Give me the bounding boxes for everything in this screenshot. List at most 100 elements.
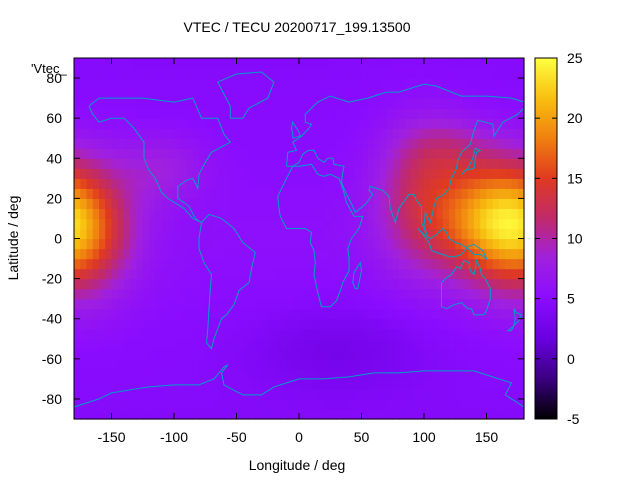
heatmap-cell bbox=[417, 398, 425, 410]
heatmap-cell bbox=[274, 58, 281, 69]
heatmap-cell bbox=[80, 158, 88, 169]
heatmap-cell bbox=[392, 128, 400, 139]
heatmap-cell bbox=[430, 408, 438, 420]
colorbar-tick-label: -5 bbox=[567, 411, 580, 427]
heatmap-cell bbox=[205, 378, 213, 390]
heatmap-cell bbox=[411, 278, 419, 290]
heatmap-cell bbox=[311, 118, 319, 129]
heatmap-cell bbox=[236, 58, 244, 69]
heatmap-cell bbox=[180, 98, 188, 109]
heatmap-cell bbox=[205, 108, 213, 119]
heatmap-cell bbox=[361, 68, 369, 79]
heatmap-cell bbox=[192, 208, 200, 220]
heatmap-cell bbox=[130, 278, 138, 290]
heatmap-cell bbox=[105, 228, 113, 240]
heatmap-cell bbox=[317, 128, 325, 139]
heatmap-cell bbox=[411, 308, 419, 320]
heatmap-cell bbox=[136, 208, 144, 220]
heatmap-cell bbox=[517, 338, 525, 350]
heatmap-cell bbox=[174, 398, 181, 410]
heatmap-cell bbox=[467, 178, 475, 189]
heatmap-cell bbox=[317, 318, 325, 330]
heatmap-cell bbox=[355, 318, 363, 330]
heatmap-cell bbox=[92, 388, 100, 400]
heatmap-cell bbox=[430, 298, 438, 310]
heatmap-cell bbox=[211, 388, 219, 400]
heatmap-cell bbox=[280, 138, 288, 149]
heatmap-cell bbox=[155, 358, 163, 370]
heatmap-cell bbox=[324, 268, 331, 280]
heatmap-cell bbox=[211, 148, 219, 159]
heatmap-cell bbox=[361, 198, 369, 210]
heatmap-cell bbox=[336, 108, 344, 119]
heatmap-cell bbox=[505, 158, 513, 169]
heatmap-cell bbox=[74, 118, 81, 129]
heatmap-cell bbox=[80, 298, 88, 310]
heatmap-cell bbox=[205, 278, 213, 290]
heatmap-cell bbox=[424, 268, 431, 280]
heatmap-cell bbox=[155, 218, 163, 230]
heatmap-cell bbox=[86, 408, 94, 420]
vtec-heatmap bbox=[74, 58, 525, 420]
heatmap-cell bbox=[330, 68, 338, 79]
heatmap-cell bbox=[261, 168, 269, 179]
heatmap-cell bbox=[305, 348, 313, 360]
heatmap-cell bbox=[430, 358, 438, 370]
heatmap-cell bbox=[274, 208, 281, 220]
heatmap-cell bbox=[386, 168, 394, 179]
heatmap-cell bbox=[230, 218, 238, 230]
heatmap-cell bbox=[192, 278, 200, 290]
heatmap-cell bbox=[355, 298, 363, 310]
heatmap-cell bbox=[111, 368, 119, 380]
heatmap-cell bbox=[224, 258, 231, 270]
heatmap-cell bbox=[149, 258, 156, 270]
heatmap-cell bbox=[505, 378, 513, 390]
heatmap-cell bbox=[186, 158, 194, 169]
heatmap-cell bbox=[105, 368, 113, 380]
heatmap-cell bbox=[424, 398, 431, 410]
heatmap-cell bbox=[330, 218, 338, 230]
heatmap-cell bbox=[480, 188, 488, 199]
heatmap-cell bbox=[336, 278, 344, 290]
heatmap-cell bbox=[242, 138, 250, 149]
heatmap-cell bbox=[111, 318, 119, 330]
heatmap-cell bbox=[205, 358, 213, 370]
heatmap-cell bbox=[324, 308, 331, 320]
heatmap-cell bbox=[80, 258, 88, 270]
heatmap-cell bbox=[499, 268, 506, 280]
heatmap-cell bbox=[311, 298, 319, 310]
heatmap-cell bbox=[99, 148, 106, 159]
heatmap-cell bbox=[392, 308, 400, 320]
heatmap-cell bbox=[349, 228, 356, 240]
heatmap-cell bbox=[161, 358, 169, 370]
heatmap-cell bbox=[449, 358, 456, 370]
heatmap-cell bbox=[86, 268, 94, 280]
heatmap-cell bbox=[236, 358, 244, 370]
heatmap-cell bbox=[292, 288, 300, 300]
heatmap-cell bbox=[111, 358, 119, 370]
heatmap-cell bbox=[411, 128, 419, 139]
heatmap-cell bbox=[330, 148, 338, 159]
heatmap-cell bbox=[117, 198, 125, 210]
heatmap-cell bbox=[205, 238, 213, 250]
heatmap-cell bbox=[224, 158, 231, 169]
heatmap-cell bbox=[411, 408, 419, 420]
heatmap-cell bbox=[399, 128, 406, 139]
heatmap-cell bbox=[311, 318, 319, 330]
heatmap-cell bbox=[136, 358, 144, 370]
heatmap-cell bbox=[130, 138, 138, 149]
heatmap-cell bbox=[436, 408, 444, 420]
heatmap-cell bbox=[292, 208, 300, 220]
heatmap-cell bbox=[99, 268, 106, 280]
heatmap-cell bbox=[336, 318, 344, 330]
heatmap-cell bbox=[380, 268, 388, 280]
heatmap-cell bbox=[492, 368, 500, 380]
heatmap-cell bbox=[192, 358, 200, 370]
heatmap-cell bbox=[492, 358, 500, 370]
heatmap-cell bbox=[230, 288, 238, 300]
heatmap-cell bbox=[455, 88, 463, 99]
heatmap-cell bbox=[467, 68, 475, 79]
heatmap-cell bbox=[392, 218, 400, 230]
heatmap-cell bbox=[474, 218, 481, 230]
heatmap-cell bbox=[286, 398, 294, 410]
